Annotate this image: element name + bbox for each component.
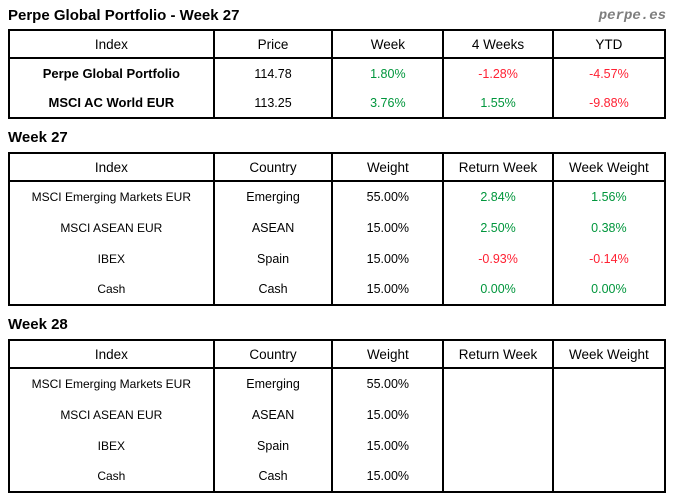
cell-price: 114.78	[212, 58, 334, 88]
table-row: IBEX Spain 15.00%	[8, 430, 667, 461]
cell-weight: 15.00%	[331, 399, 445, 430]
cell-4weeks: 1.55%	[442, 88, 554, 118]
cell-index: IBEX	[8, 243, 215, 274]
table-row: Cash Cash 15.00% 0.00% 0.00%	[8, 274, 667, 305]
table-row: Cash Cash 15.00%	[8, 461, 667, 492]
week27-header-week-weight: Week Weight	[551, 153, 667, 182]
cell-weight: 55.00%	[331, 368, 445, 399]
cell-week-weight	[551, 368, 667, 399]
cell-country: Spain	[212, 243, 334, 274]
page-title: Perpe Global Portfolio - Week 27	[8, 7, 240, 24]
cell-index: Cash	[8, 274, 215, 305]
cell-return-week: -0.93%	[442, 243, 554, 274]
report-header: Perpe Global Portfolio - Week 27 perpe.e…	[8, 7, 666, 24]
cell-return-week	[442, 368, 554, 399]
cell-week-weight	[551, 461, 667, 492]
cell-index: MSCI Emerging Markets EUR	[8, 368, 215, 399]
cell-index: Perpe Global Portfolio	[8, 58, 215, 88]
cell-index: IBEX	[8, 430, 215, 461]
cell-country: ASEAN	[212, 399, 334, 430]
cell-week-weight: 0.00%	[551, 274, 667, 305]
report-page: Perpe Global Portfolio - Week 27 perpe.e…	[8, 7, 667, 493]
week27-header-country: Country	[212, 153, 334, 182]
cell-return-week: 0.00%	[442, 274, 554, 305]
cell-weight: 15.00%	[331, 430, 445, 461]
week27-header-row: Index Country Weight Return Week Week We…	[8, 153, 667, 182]
summary-header-ytd: YTD	[551, 30, 667, 59]
summary-header-4weeks: 4 Weeks	[442, 30, 554, 59]
cell-return-week	[442, 399, 554, 430]
cell-return-week	[442, 461, 554, 492]
table-row: MSCI ASEAN EUR ASEAN 15.00% 2.50% 0.38%	[8, 212, 667, 243]
cell-weight: 15.00%	[331, 274, 445, 305]
cell-country: Cash	[212, 461, 334, 492]
week27-heading: Week 27	[8, 129, 68, 146]
table-row: MSCI Emerging Markets EUR Emerging 55.00…	[8, 368, 667, 399]
cell-index: MSCI Emerging Markets EUR	[8, 181, 215, 212]
cell-country: Emerging	[212, 368, 334, 399]
portfolio-summary-table: Index Price Week 4 Weeks YTD Perpe Globa…	[8, 29, 667, 119]
cell-weight: 55.00%	[331, 181, 445, 212]
cell-ytd: -4.57%	[551, 58, 667, 88]
cell-week: 3.76%	[331, 88, 445, 118]
cell-week-weight: 0.38%	[551, 212, 667, 243]
cell-week-weight	[551, 399, 667, 430]
cell-weight: 15.00%	[331, 243, 445, 274]
cell-ytd: -9.88%	[551, 88, 667, 118]
cell-country: Spain	[212, 430, 334, 461]
summary-header-price: Price	[212, 30, 334, 59]
table-row: Perpe Global Portfolio 114.78 1.80% -1.2…	[8, 58, 667, 88]
cell-country: Emerging	[212, 181, 334, 212]
table-row: MSCI Emerging Markets EUR Emerging 55.00…	[8, 181, 667, 212]
cell-country: ASEAN	[212, 212, 334, 243]
summary-header-week: Week	[331, 30, 445, 59]
cell-weight: 15.00%	[331, 212, 445, 243]
cell-week-weight: -0.14%	[551, 243, 667, 274]
week28-header-row: Index Country Weight Return Week Week We…	[8, 340, 667, 369]
cell-index: MSCI ASEAN EUR	[8, 399, 215, 430]
cell-weight: 15.00%	[331, 461, 445, 492]
table-row: MSCI ASEAN EUR ASEAN 15.00%	[8, 399, 667, 430]
summary-header-row: Index Price Week 4 Weeks YTD	[8, 30, 667, 59]
table-row: MSCI AC World EUR 113.25 3.76% 1.55% -9.…	[8, 88, 667, 118]
brand-link[interactable]: perpe.es	[598, 8, 666, 24]
week28-heading: Week 28	[8, 316, 68, 333]
week27-header-weight: Weight	[331, 153, 445, 182]
summary-header-index: Index	[8, 30, 215, 59]
week28-table: Index Country Weight Return Week Week We…	[8, 339, 667, 493]
cell-price: 113.25	[212, 88, 334, 118]
cell-return-week: 2.84%	[442, 181, 554, 212]
cell-index: Cash	[8, 461, 215, 492]
table-row: IBEX Spain 15.00% -0.93% -0.14%	[8, 243, 667, 274]
week28-header-weight: Weight	[331, 340, 445, 369]
cell-week: 1.80%	[331, 58, 445, 88]
week27-header-index: Index	[8, 153, 215, 182]
week28-header-country: Country	[212, 340, 334, 369]
cell-index: MSCI AC World EUR	[8, 88, 215, 118]
week28-header-week-weight: Week Weight	[551, 340, 667, 369]
cell-week-weight	[551, 430, 667, 461]
cell-return-week: 2.50%	[442, 212, 554, 243]
cell-week-weight: 1.56%	[551, 181, 667, 212]
week28-header-index: Index	[8, 340, 215, 369]
week27-table: Index Country Weight Return Week Week We…	[8, 152, 667, 306]
week28-header-return-week: Return Week	[442, 340, 554, 369]
cell-index: MSCI ASEAN EUR	[8, 212, 215, 243]
cell-country: Cash	[212, 274, 334, 305]
week27-header-return-week: Return Week	[442, 153, 554, 182]
cell-4weeks: -1.28%	[442, 58, 554, 88]
cell-return-week	[442, 430, 554, 461]
